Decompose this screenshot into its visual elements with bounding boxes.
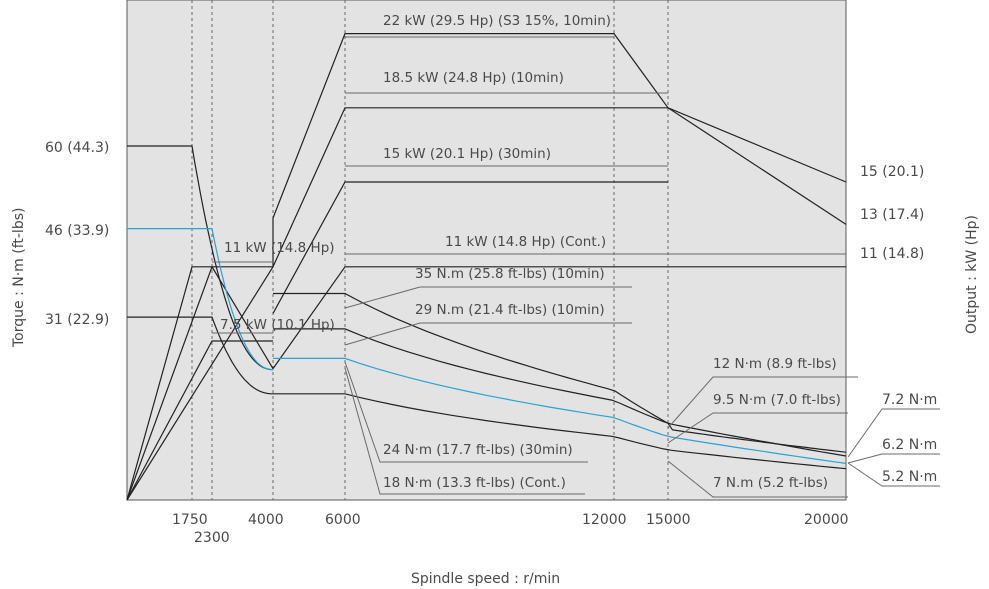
- power-tick-label: 11 (14.8): [860, 246, 924, 262]
- torque-tick-label: 46 (33.9): [45, 223, 109, 239]
- torque-curve: [127, 316, 273, 395]
- leader-line: [344, 367, 585, 495]
- x-tick-label: 15000: [646, 512, 691, 528]
- leader-line: [344, 361, 588, 463]
- torque-curve: [273, 328, 847, 457]
- x-tick-label: 6000: [325, 512, 361, 528]
- torque-curve: [127, 228, 274, 371]
- curve-annotation: 9.5 N·m (7.0 ft-lbs): [713, 392, 841, 408]
- torque-end-label: 6.2 N·m: [882, 437, 937, 453]
- leader-line: [344, 322, 632, 346]
- curve-annotation: 11 kW (14.8 Hp): [224, 240, 335, 256]
- plot-area: [126, 0, 847, 501]
- curve-annotation: 7 N.m (5.2 ft-lbs): [713, 475, 828, 491]
- power-curve: [126, 266, 273, 501]
- right-axis-title: Output : kW (Hp): [964, 215, 980, 334]
- torque-curve: [127, 145, 274, 371]
- x-tick-label: 2300: [194, 530, 230, 546]
- leader-line: [344, 286, 632, 309]
- torque-curve: [273, 357, 847, 464]
- x-tick-label: 1750: [172, 512, 208, 528]
- power-curve: [126, 340, 273, 501]
- dashed-gridlines: [191, 0, 669, 500]
- torque-end-label: 7.2 N·m: [882, 392, 937, 408]
- power-curve: [126, 265, 846, 501]
- leader-line: [847, 462, 940, 487]
- leader-lines: [212, 36, 940, 498]
- curve-annotation: 35 N.m (25.8 ft-lbs) (10min): [415, 266, 605, 282]
- curve-layer: [126, 32, 847, 501]
- x-tick-label: 12000: [582, 512, 627, 528]
- power-curve: [272, 181, 668, 314]
- leader-line: [667, 460, 848, 498]
- left-axis-title: Torque : N·m (ft-lbs): [11, 208, 27, 348]
- leader-line: [667, 376, 858, 429]
- torque-end-label: 5.2 N·m: [882, 469, 937, 485]
- torque-tick-label: 31 (22.9): [45, 312, 109, 328]
- curve-annotation: 18.5 kW (24.8 Hp) (10min): [383, 70, 564, 86]
- curve-annotation: 22 kW (29.5 Hp) (S3 15%, 10min): [383, 13, 611, 29]
- leader-line: [847, 453, 940, 464]
- power-tick-label: 15 (20.1): [860, 164, 924, 180]
- curve-annotation: 7.5 kW (10.1 Hp): [220, 317, 335, 333]
- curve-annotation: 11 kW (14.8 Hp) (Cont.): [445, 234, 606, 250]
- curve-annotation: 24 N·m (17.7 ft-lbs) (30min): [383, 442, 573, 458]
- leader-line: [667, 412, 848, 444]
- curve-annotation: 15 kW (20.1 Hp) (30min): [383, 146, 551, 162]
- leader-line: [847, 408, 940, 458]
- power-tick-label: 13 (17.4): [860, 207, 924, 223]
- x-tick-label: 20000: [804, 512, 849, 528]
- torque-tick-label: 60 (44.3): [45, 140, 109, 156]
- power-curve: [272, 107, 847, 268]
- curve-annotation: 18 N·m (13.3 ft-lbs) (Cont.): [383, 475, 566, 491]
- curve-annotation: 29 N.m (21.4 ft-lbs) (10min): [415, 302, 605, 318]
- x-tick-label: 4000: [248, 512, 284, 528]
- curve-annotation: 12 N·m (8.9 ft-lbs): [713, 356, 837, 372]
- x-axis-title: Spindle speed : r/min: [411, 571, 560, 587]
- torque-curve: [273, 393, 847, 470]
